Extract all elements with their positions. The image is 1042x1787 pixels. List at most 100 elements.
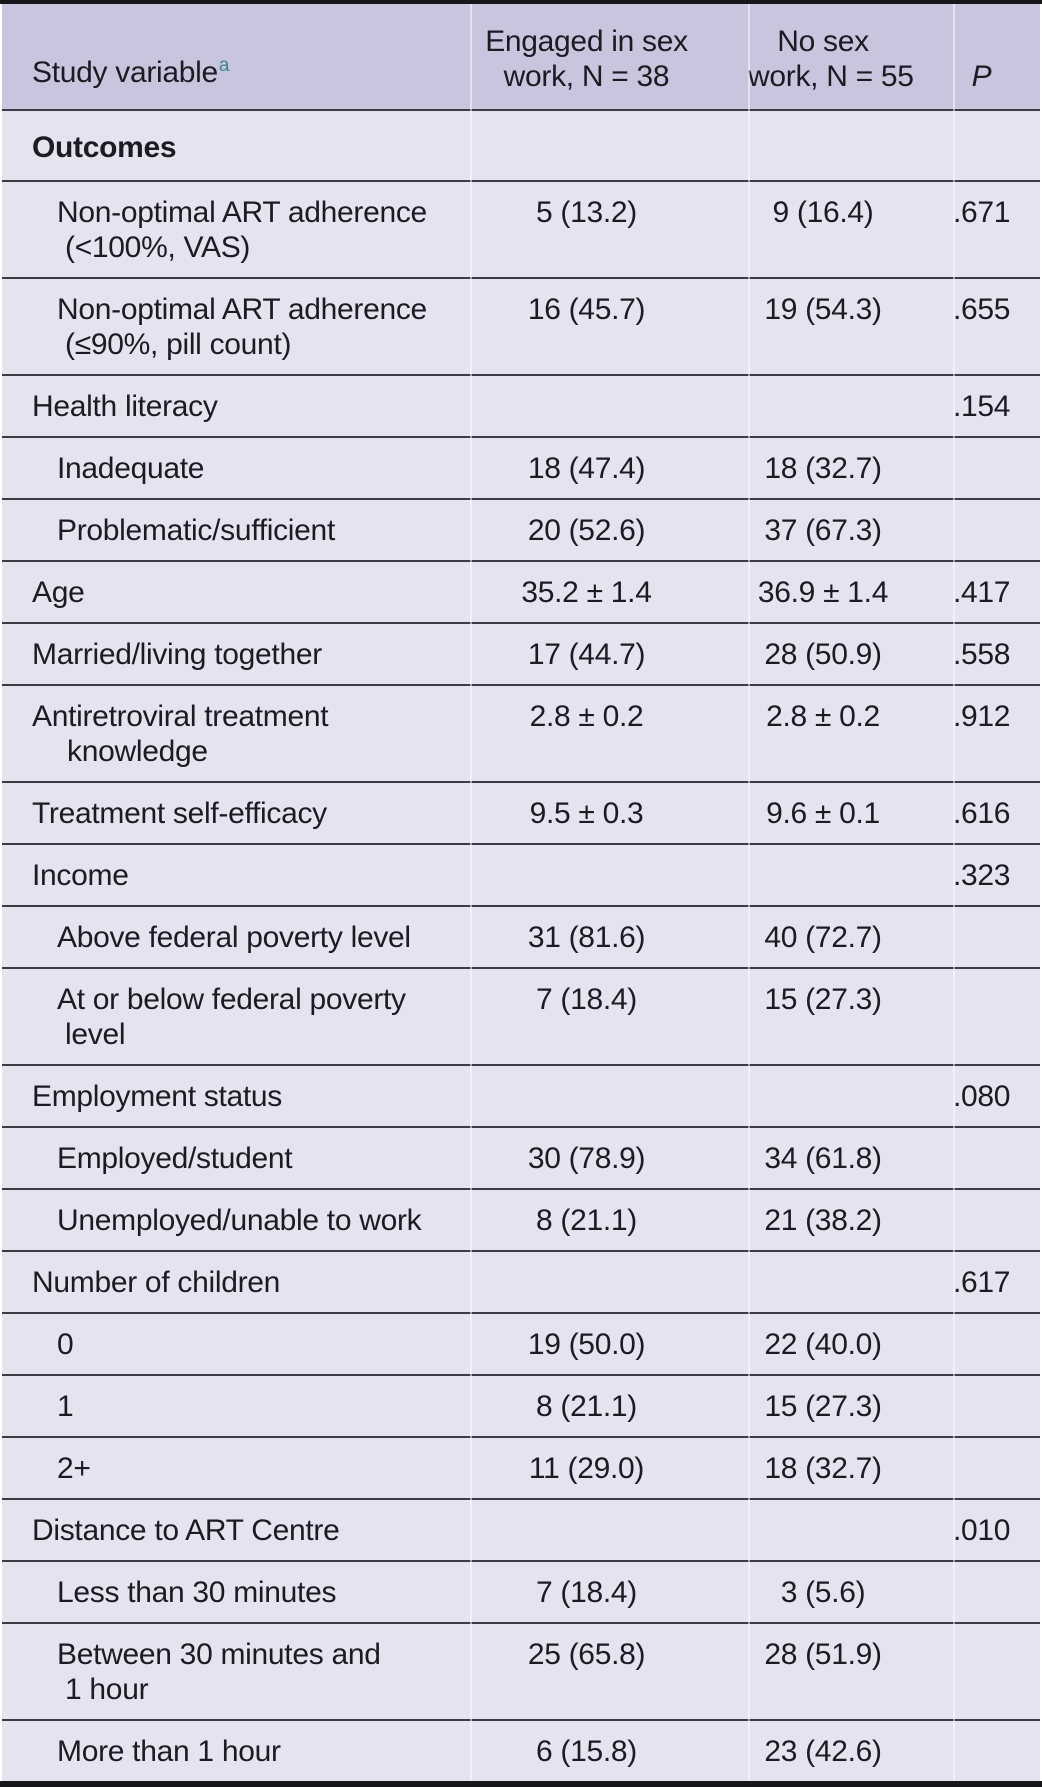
header-study-variable-label: Study variable xyxy=(32,56,218,89)
p-value: .616 xyxy=(953,797,1011,830)
no-sex-work-value: 9 (16.4) xyxy=(772,196,874,229)
p-value xyxy=(953,1128,1040,1188)
row-label: 2+ xyxy=(2,1438,470,1498)
row-label-line2: knowledge xyxy=(67,735,208,768)
p-value: .617 xyxy=(953,1266,1011,1299)
no-sex-work-value: 40 (72.7) xyxy=(764,921,882,954)
row-label: Employed/student xyxy=(2,1128,470,1188)
engaged-sex-work-value: 5 (13.2) xyxy=(536,196,637,229)
no-sex-work-value: 37 (67.3) xyxy=(764,514,882,547)
row-label-line1: Income xyxy=(32,859,129,892)
engaged-sex-work-value: 30 (78.9) xyxy=(527,1142,646,1175)
table-row: 0 19 (50.0) 22 (40.0) xyxy=(2,1314,1040,1376)
row-label: Unemployed/unable to work xyxy=(2,1190,470,1250)
engaged-sex-work-value: 8 (21.1) xyxy=(536,1390,637,1423)
footnote-marker-a: a xyxy=(218,55,230,76)
engaged-sex-work-value xyxy=(470,1500,748,1560)
no-sex-work-value xyxy=(748,1066,953,1126)
row-label-line2: level xyxy=(65,1018,126,1051)
row-label: Treatment self-efficacy xyxy=(2,783,470,843)
p-value xyxy=(953,1376,1040,1436)
row-label: 0 xyxy=(2,1314,470,1374)
row-label-line1: Inadequate xyxy=(57,452,205,485)
no-sex-work-value: 21 (38.2) xyxy=(764,1204,882,1237)
p-value xyxy=(953,438,1040,498)
no-sex-work-value xyxy=(748,111,953,180)
row-label-line1: 2+ xyxy=(57,1452,91,1485)
row-label-line1: Non-optimal ART adherence xyxy=(57,196,427,229)
engaged-sex-work-value: 7 (18.4) xyxy=(536,1576,637,1609)
table-row: Above federal poverty level 31 (81.6) 40… xyxy=(2,907,1040,969)
p-value: .323 xyxy=(953,859,1011,892)
table-body: Outcomes Non-optimal ART adherence (<100… xyxy=(2,111,1040,1781)
header-no-sex-line1: No sex xyxy=(777,25,869,58)
engaged-sex-work-value: 8 (21.1) xyxy=(536,1204,637,1237)
row-label-line2: (≤90%, pill count) xyxy=(65,328,292,361)
p-value: .080 xyxy=(953,1080,1011,1113)
header-engaged-sex-work: Engaged in sex work, N = 38 xyxy=(470,24,748,109)
engaged-sex-work-value xyxy=(470,1066,748,1126)
table-row: Antiretroviral treatment knowledge 2.8 ±… xyxy=(2,686,1040,783)
row-label: Non-optimal ART adherence (<100%, VAS) xyxy=(2,182,470,277)
table-row: Less than 30 minutes 7 (18.4) 3 (5.6) xyxy=(2,1562,1040,1624)
row-label: 1 xyxy=(2,1376,470,1436)
engaged-sex-work-value xyxy=(470,111,748,180)
row-label-line1: 0 xyxy=(57,1328,74,1361)
engaged-sex-work-value: 11 (29.0) xyxy=(528,1452,645,1485)
table-inner: Study variablea Engaged in sex work, N =… xyxy=(2,4,1040,1781)
no-sex-work-value: 18 (32.7) xyxy=(764,452,882,485)
table-row: Inadequate 18 (47.4) 18 (32.7) xyxy=(2,438,1040,500)
engaged-sex-work-value: 2.8 ± 0.2 xyxy=(529,700,644,733)
row-label-line1: Distance to ART Centre xyxy=(32,1514,340,1547)
engaged-sex-work-value: 16 (45.7) xyxy=(527,293,646,326)
engaged-sex-work-value xyxy=(470,376,748,436)
header-p-value: P xyxy=(971,60,992,93)
row-label: Problematic/sufficient xyxy=(2,500,470,560)
row-label: At or below federal poverty level xyxy=(2,969,470,1064)
header-no-sex-work: No sex work, N = 55 xyxy=(748,24,953,109)
engaged-sex-work-value: 9.5 ± 0.3 xyxy=(529,797,644,830)
engaged-sex-work-value: 35.2 ± 1.4 xyxy=(521,576,652,609)
row-label-line2: 1 hour xyxy=(65,1673,149,1706)
engaged-sex-work-value: 20 (52.6) xyxy=(527,514,646,547)
table-row: 2+ 11 (29.0) 18 (32.7) xyxy=(2,1438,1040,1500)
table-row: Health literacy .154 xyxy=(2,376,1040,438)
engaged-sex-work-value xyxy=(470,845,748,905)
table-row: At or below federal poverty level 7 (18.… xyxy=(2,969,1040,1066)
p-value xyxy=(953,1314,1040,1374)
table-row: More than 1 hour 6 (15.8) 23 (42.6) xyxy=(2,1721,1040,1781)
engaged-sex-work-value: 18 (47.4) xyxy=(527,452,646,485)
header-no-sex-line2: work, N = 55 xyxy=(748,60,914,93)
header-engaged-line2: work, N = 38 xyxy=(503,60,670,93)
table-row: Between 30 minutes and 1 hour 25 (65.8) … xyxy=(2,1624,1040,1721)
p-value: .154 xyxy=(953,390,1011,423)
no-sex-work-value: 22 (40.0) xyxy=(764,1328,882,1361)
no-sex-work-value: 36.9 ± 1.4 xyxy=(757,576,889,609)
row-label: More than 1 hour xyxy=(2,1721,470,1781)
row-label-line1: More than 1 hour xyxy=(57,1735,281,1768)
no-sex-work-value: 3 (5.6) xyxy=(780,1576,866,1609)
header-engaged-line1: Engaged in sex xyxy=(485,25,688,58)
table-row: Problematic/sufficient 20 (52.6) 37 (67.… xyxy=(2,500,1040,562)
no-sex-work-value: 23 (42.6) xyxy=(764,1735,882,1768)
row-label: Antiretroviral treatment knowledge xyxy=(2,686,470,781)
header-study-variable: Study variablea xyxy=(2,55,470,109)
no-sex-work-value: 28 (51.9) xyxy=(764,1638,882,1671)
row-label-line2: (<100%, VAS) xyxy=(65,231,251,264)
row-label-line1: Employed/student xyxy=(57,1142,293,1175)
no-sex-work-value xyxy=(748,376,953,436)
table-row: Income .323 xyxy=(2,845,1040,907)
p-value xyxy=(953,969,1040,1064)
p-value xyxy=(953,1721,1040,1781)
row-label-line1: Married/living together xyxy=(32,638,322,671)
engaged-sex-work-value: 7 (18.4) xyxy=(536,983,637,1016)
no-sex-work-value: 19 (54.3) xyxy=(764,293,882,326)
p-value xyxy=(953,907,1040,967)
p-value: .417 xyxy=(953,576,1011,609)
no-sex-work-value xyxy=(748,845,953,905)
row-label: Between 30 minutes and 1 hour xyxy=(2,1624,470,1719)
p-value: .912 xyxy=(953,700,1011,733)
table-row: Treatment self-efficacy 9.5 ± 0.3 9.6 ± … xyxy=(2,783,1040,845)
row-label: Outcomes xyxy=(2,111,470,180)
p-value xyxy=(953,1624,1040,1719)
